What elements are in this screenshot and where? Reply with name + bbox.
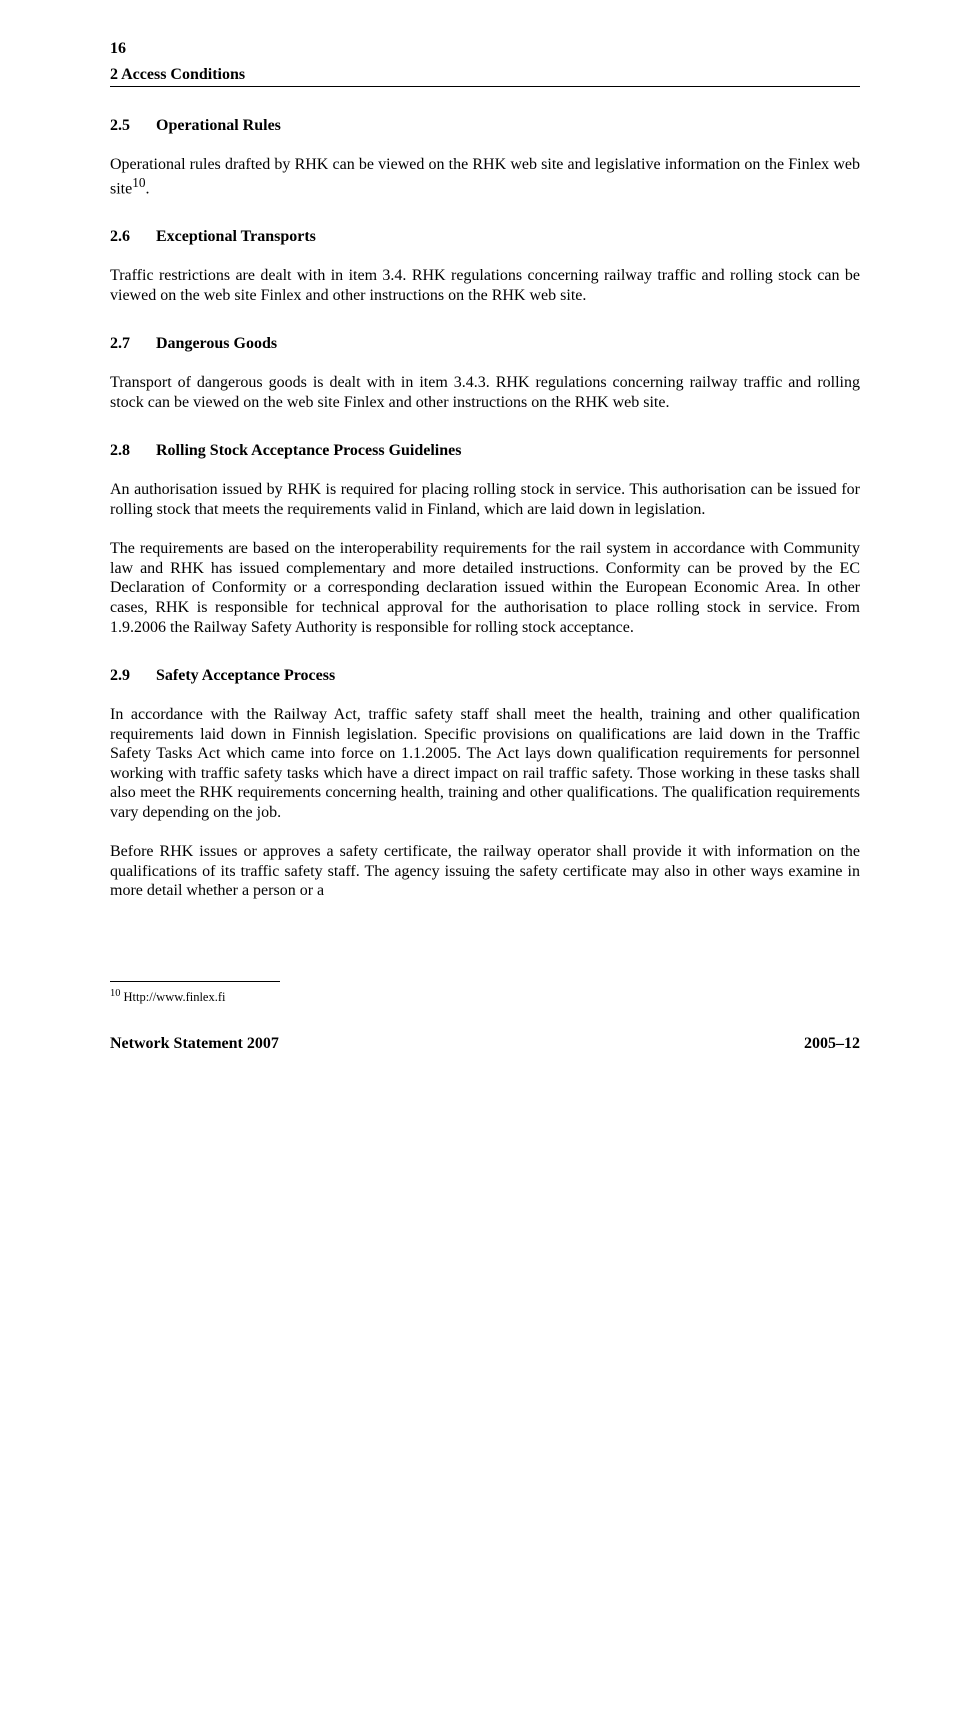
paragraph: Before RHK issues or approves a safety c…: [110, 842, 860, 901]
paragraph-text: Operational rules drafted by RHK can be …: [110, 156, 860, 197]
section-title: Rolling Stock Acceptance Process Guideli…: [156, 442, 461, 459]
section-number: 2.6: [110, 228, 152, 246]
section-number: 2.7: [110, 335, 152, 353]
section-number: 2.9: [110, 667, 152, 685]
paragraph: Transport of dangerous goods is dealt wi…: [110, 373, 860, 412]
footer-right: 2005–12: [804, 1035, 860, 1053]
section-number: 2.8: [110, 442, 152, 460]
document-page: 16 2 Access Conditions 2.5 Operational R…: [0, 0, 960, 1093]
paragraph: In accordance with the Railway Act, traf…: [110, 705, 860, 822]
footnote-ref: 10: [132, 175, 145, 190]
section-title: Safety Acceptance Process: [156, 667, 335, 684]
paragraph: The requirements are based on the intero…: [110, 539, 860, 637]
section-heading-2-9: 2.9 Safety Acceptance Process: [110, 667, 860, 685]
chapter-title: 2 Access Conditions: [110, 66, 860, 87]
section-heading-2-5: 2.5 Operational Rules: [110, 117, 860, 135]
section-heading-2-6: 2.6 Exceptional Transports: [110, 228, 860, 246]
section-number: 2.5: [110, 117, 152, 135]
footnote: 10 Http://www.finlex.fi: [110, 988, 860, 1005]
footnote-separator: [110, 981, 280, 982]
paragraph: Traffic restrictions are dealt with in i…: [110, 266, 860, 305]
paragraph-end: .: [146, 180, 150, 197]
section-title: Exceptional Transports: [156, 228, 316, 245]
section-title: Dangerous Goods: [156, 335, 277, 352]
section-heading-2-7: 2.7 Dangerous Goods: [110, 335, 860, 353]
footer-left: Network Statement 2007: [110, 1035, 279, 1053]
page-number: 16: [110, 40, 860, 58]
section-title: Operational Rules: [156, 117, 281, 134]
section-heading-2-8: 2.8 Rolling Stock Acceptance Process Gui…: [110, 442, 860, 460]
footnote-text: Http://www.finlex.fi: [120, 990, 225, 1004]
paragraph: Operational rules drafted by RHK can be …: [110, 155, 860, 198]
page-footer: Network Statement 2007 2005–12: [110, 1035, 860, 1053]
footnote-marker: 10: [110, 988, 120, 999]
paragraph: An authorisation issued by RHK is requir…: [110, 480, 860, 519]
